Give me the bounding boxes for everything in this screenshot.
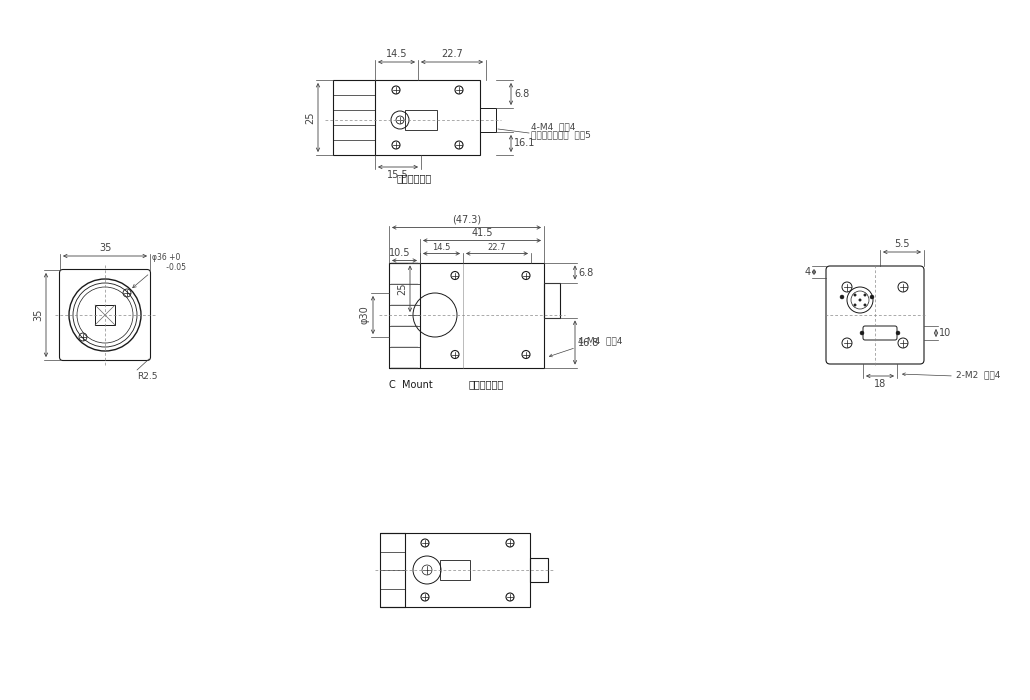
Bar xyxy=(440,560,470,580)
Text: φ30: φ30 xyxy=(360,306,370,324)
Circle shape xyxy=(854,304,856,306)
Circle shape xyxy=(860,331,864,335)
Text: 25: 25 xyxy=(397,283,407,295)
Text: 35: 35 xyxy=(33,309,43,321)
Bar xyxy=(530,558,548,582)
Circle shape xyxy=(840,295,844,299)
Circle shape xyxy=(870,295,874,299)
Text: 4: 4 xyxy=(804,267,811,277)
Circle shape xyxy=(896,331,900,335)
Circle shape xyxy=(864,304,866,306)
Bar xyxy=(420,262,544,368)
Bar xyxy=(544,283,560,318)
Bar xyxy=(405,110,437,130)
Text: 4-M4  深さ4: 4-M4 深さ4 xyxy=(578,337,622,346)
Text: 4-M4  深さ4: 4-M4 深さ4 xyxy=(531,122,576,131)
Text: 16.8: 16.8 xyxy=(578,337,599,347)
Text: 6.8: 6.8 xyxy=(514,89,529,99)
Text: 25: 25 xyxy=(305,111,315,124)
Text: 10: 10 xyxy=(939,328,952,338)
Bar xyxy=(480,108,496,132)
Bar xyxy=(95,305,115,325)
Bar xyxy=(375,80,480,155)
Text: 35: 35 xyxy=(99,243,111,253)
Text: 対面同一形状: 対面同一形状 xyxy=(397,173,433,183)
Text: (47.3): (47.3) xyxy=(452,214,481,225)
Text: 対面同一形状: 対面同一形状 xyxy=(469,379,504,389)
Text: 14.5: 14.5 xyxy=(386,49,407,59)
Text: 22.7: 22.7 xyxy=(441,49,462,59)
Text: 6.8: 6.8 xyxy=(578,267,593,277)
Circle shape xyxy=(854,294,856,296)
Text: R2.5: R2.5 xyxy=(137,372,158,381)
Text: 2-M2  深さ4: 2-M2 深さ4 xyxy=(956,370,1000,379)
Text: 22.7: 22.7 xyxy=(488,242,507,251)
Text: カメラ三脚ネジ  深さ5: カメラ三脚ネジ 深さ5 xyxy=(531,130,591,139)
Text: 15.5: 15.5 xyxy=(387,170,409,180)
Text: 5.5: 5.5 xyxy=(894,239,909,249)
Bar xyxy=(405,533,530,607)
Text: 10.5: 10.5 xyxy=(388,248,410,258)
Text: 16.1: 16.1 xyxy=(514,139,536,148)
Text: 18: 18 xyxy=(873,379,886,389)
Text: C  Mount: C Mount xyxy=(389,379,433,389)
Text: 14.5: 14.5 xyxy=(433,242,451,251)
Text: 41.5: 41.5 xyxy=(472,228,492,237)
Circle shape xyxy=(864,294,866,296)
Text: φ36 +0
      -0.05: φ36 +0 -0.05 xyxy=(152,253,186,272)
Circle shape xyxy=(859,299,861,301)
